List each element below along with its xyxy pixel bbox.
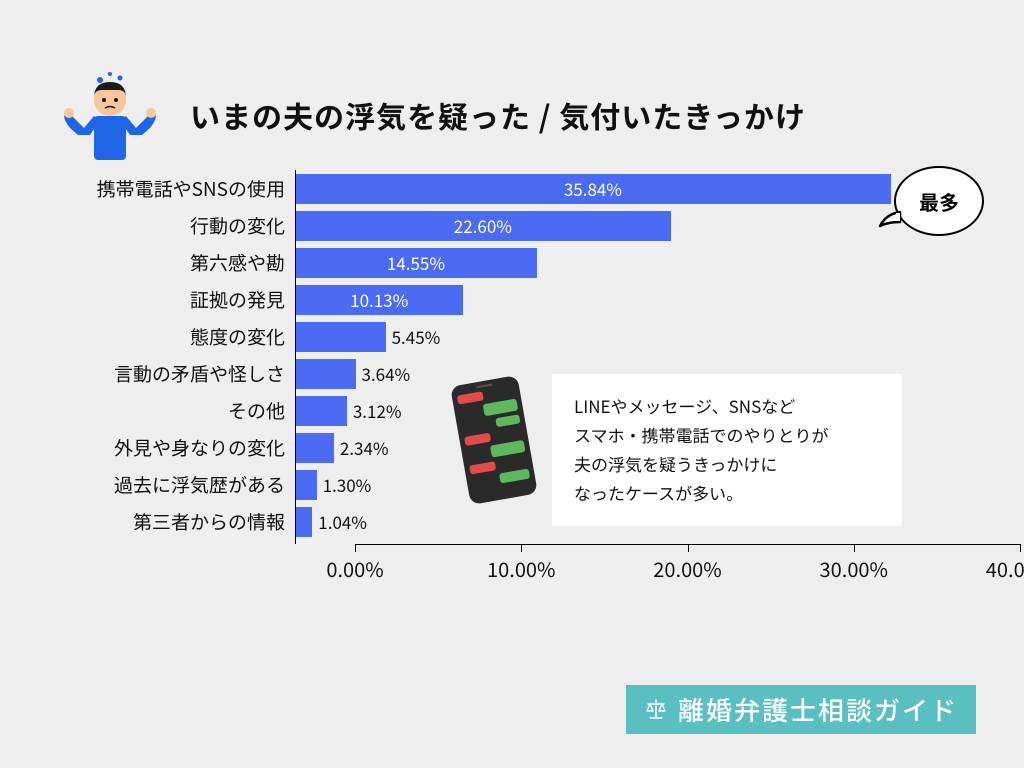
bar-value-label: 1.30% [317,470,372,500]
bar-value-label: 14.55% [295,248,537,278]
bar [295,359,356,389]
category-label: 第六感や勘 [60,249,295,276]
bar [295,470,317,500]
chart-row: 第六感や勘14.55% [60,244,960,281]
category-label: 携帯電話やSNSの使用 [60,175,295,202]
bar-value-label: 3.12% [347,396,402,426]
bar-value-label: 3.64% [356,359,411,389]
footer-label: 離婚弁護士相談ガイド [678,691,958,728]
axis-tick-label: 40.00% [986,554,1024,583]
callout-bubble: 最多 [894,166,984,236]
chart-row: 携帯電話やSNSの使用35.84% [60,170,960,207]
axis-tick-label: 10.00% [487,554,555,583]
bar-value-label: 1.04% [312,507,367,537]
axis-tick-label: 0.00% [326,554,383,583]
category-label: 外見や身なりの変化 [60,434,295,461]
info-line: 夫の浮気を疑うきっかけに [574,450,880,479]
info-line: スマホ・携帯電話でのやりとりが [574,421,880,450]
axis-tick-label: 30.00% [820,554,888,583]
chart-title: いまの夫の浮気を疑った / 気付いたきっかけ [190,93,806,137]
bar-value-label: 35.84% [295,174,891,204]
chart-row: 態度の変化 5.45% [60,318,960,355]
bar-value-label: 2.34% [334,433,389,463]
category-label: 過去に浮気歴がある [60,471,295,498]
callout-label: 最多 [919,187,959,216]
scales-icon [644,698,668,722]
shrug-person-icon [60,70,160,160]
y-axis-line [295,170,296,544]
info-line: LINEやメッセージ、SNSなど [574,392,880,421]
footer-badge: 離婚弁護士相談ガイド [626,685,976,734]
chart-row: 証拠の発見10.13% [60,281,960,318]
bar-value-label: 10.13% [295,285,463,315]
category-label: 言動の矛盾や怪しさ [60,360,295,387]
bar [295,322,386,352]
info-line: なったケースが多い。 [574,479,880,508]
bar-value-label: 5.45% [386,322,441,352]
category-label: 第三者からの情報 [60,508,295,535]
chart-row: 行動の変化22.60% [60,207,960,244]
info-box: LINEやメッセージ、SNSなど スマホ・携帯電話でのやりとりが 夫の浮気を疑う… [552,374,902,526]
category-label: 行動の変化 [60,212,295,239]
axis-tick-label: 20.00% [653,554,721,583]
category-label: 態度の変化 [60,323,295,350]
bar-value-label: 22.60% [295,211,671,241]
category-label: 証拠の発見 [60,286,295,313]
bar [295,433,334,463]
bar [295,396,347,426]
category-label: その他 [60,397,295,424]
bar [295,507,312,537]
